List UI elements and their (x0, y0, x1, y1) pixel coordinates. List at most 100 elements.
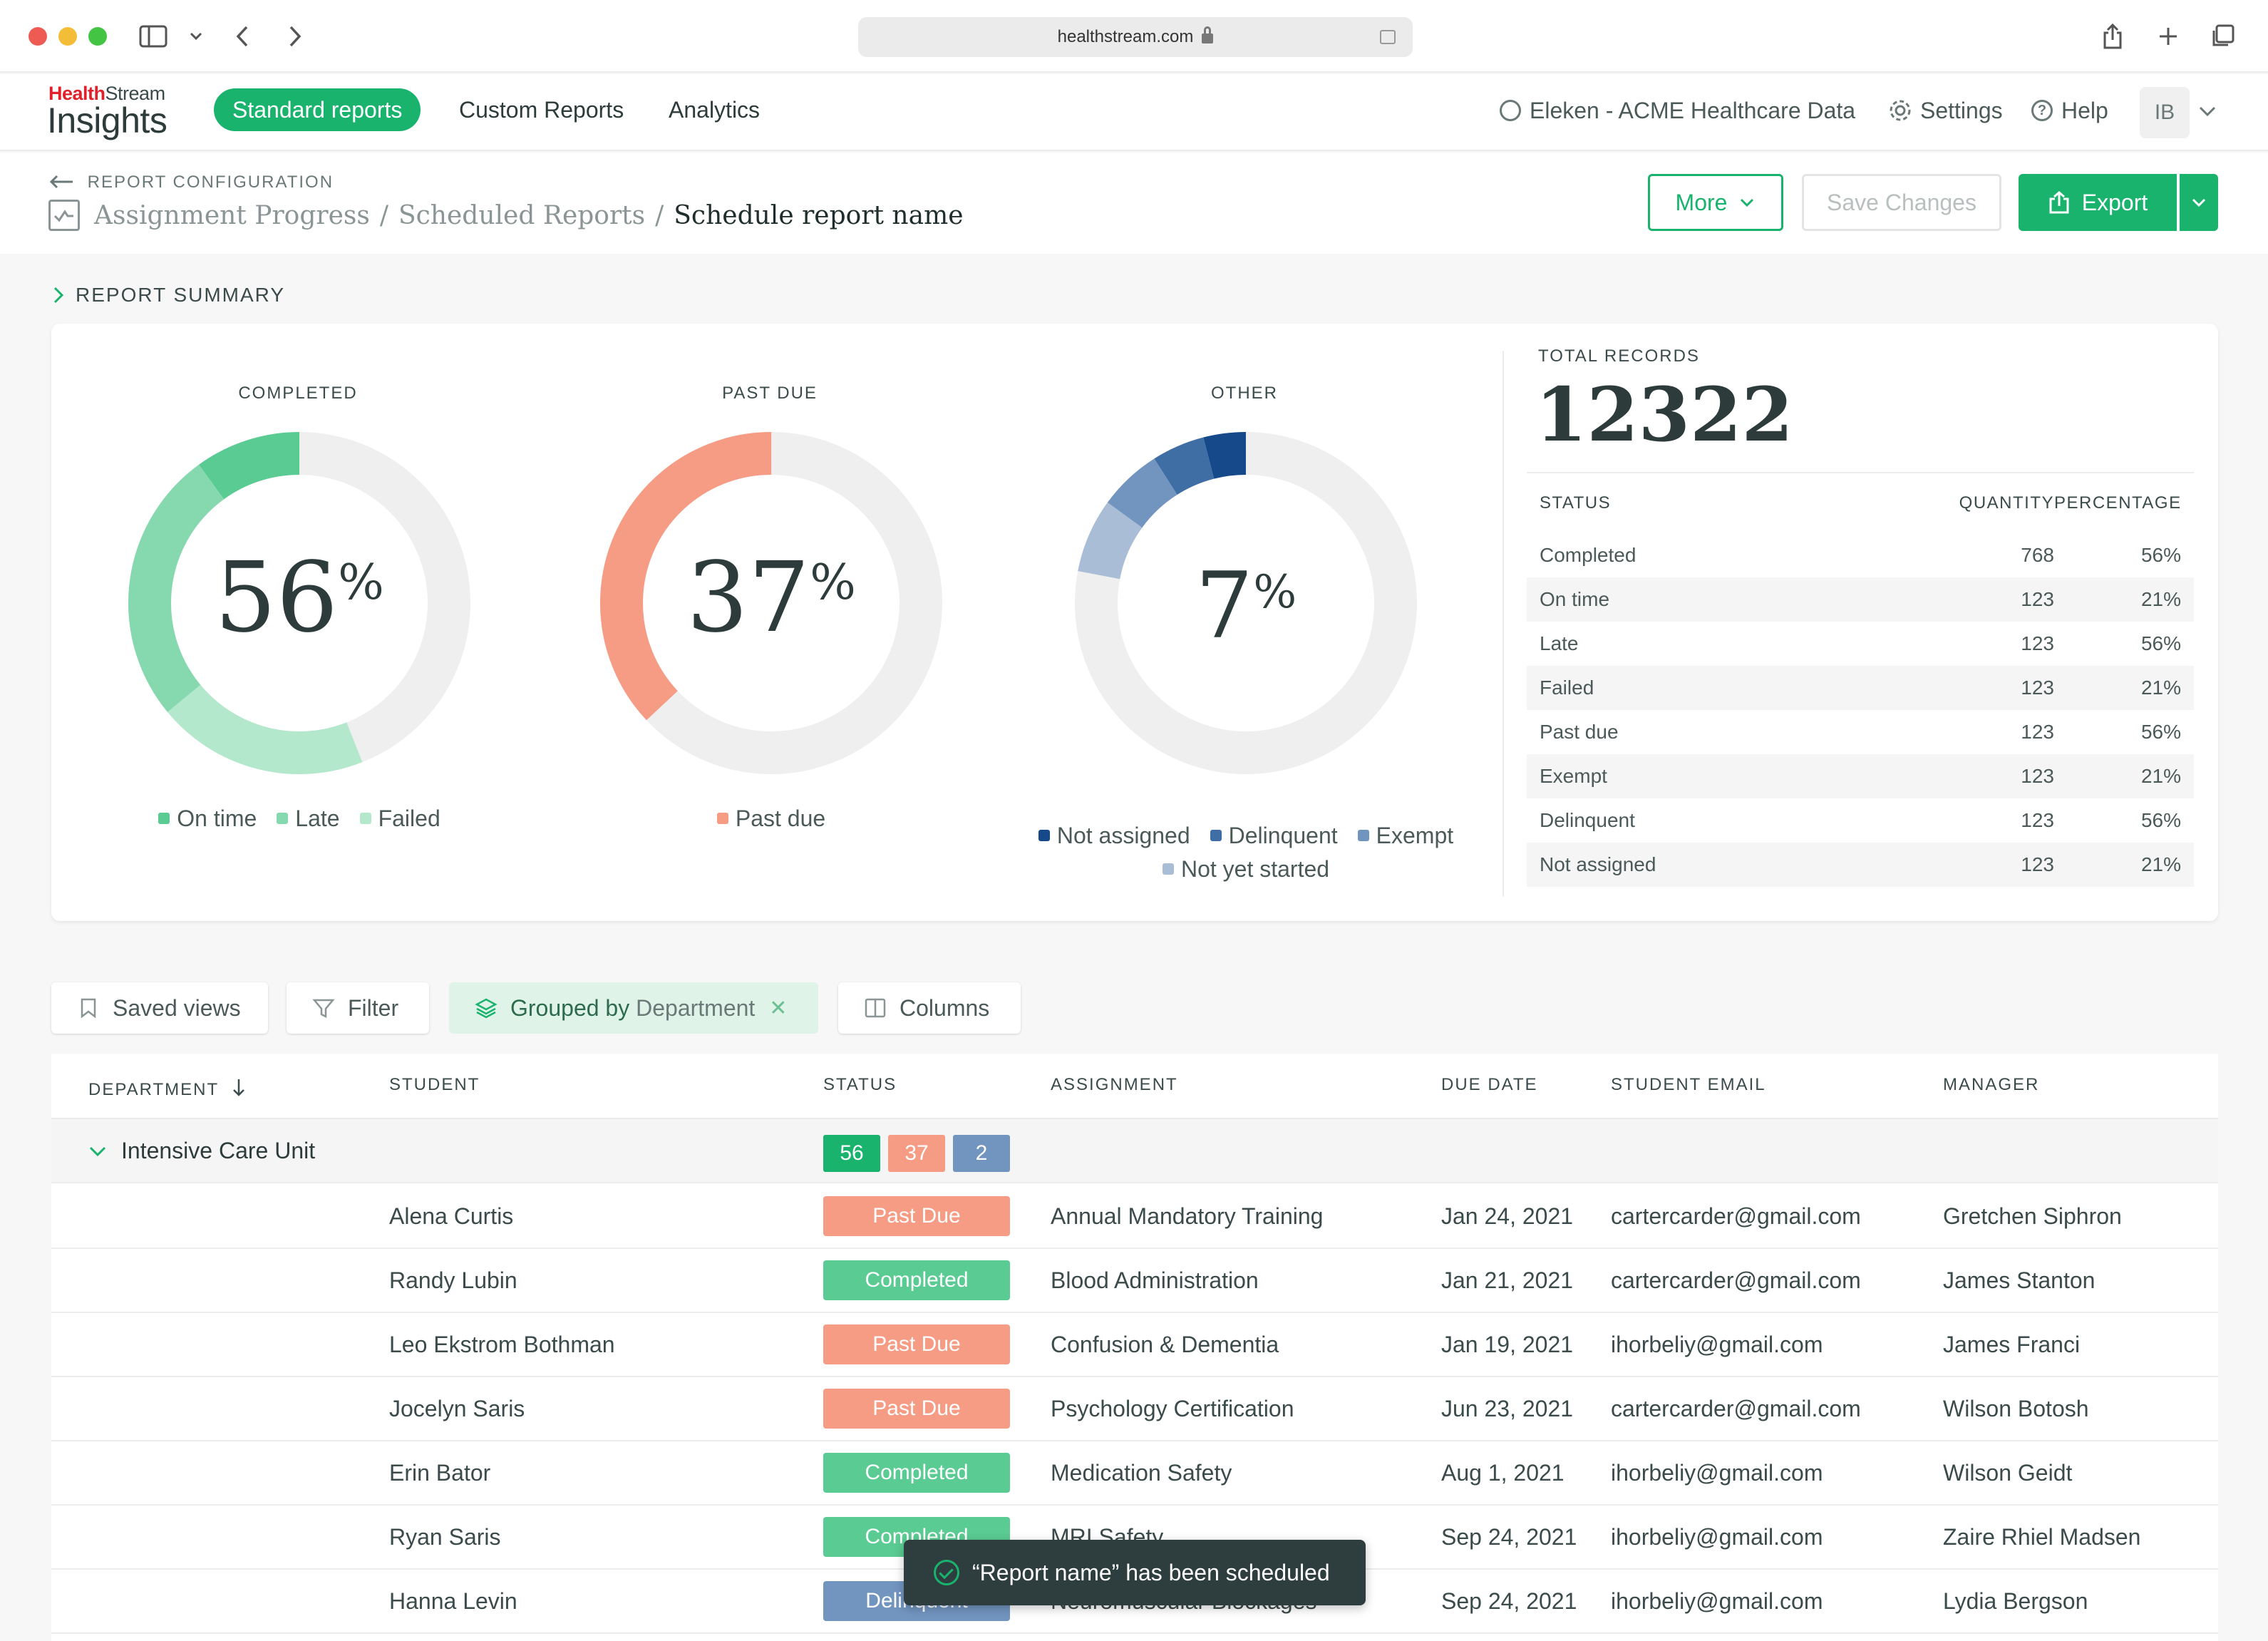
lock-icon (1202, 26, 1214, 43)
donut-value: 7 (1195, 553, 1254, 659)
legend-label: Not yet started (1180, 856, 1330, 882)
student-email-cell[interactable]: cartercarder@gmail.com (1611, 1203, 1861, 1229)
legend-item: Not assigned (1038, 823, 1190, 849)
minimize-window-button[interactable] (58, 27, 77, 46)
new-tab-icon[interactable] (2154, 19, 2182, 54)
settings-link[interactable]: Settings (1887, 93, 2003, 128)
donut-past-due (593, 425, 949, 781)
chevron-down-icon (1741, 198, 1754, 207)
status-cell: Exempt (1540, 765, 1607, 787)
save-changes-button[interactable]: Save Changes (1802, 174, 2001, 231)
quantity-cell: 123 (2021, 765, 2054, 787)
table-row[interactable]: Jocelyn Saris Psychology Certification Jun… (51, 1377, 2218, 1441)
student-email-cell[interactable]: ihorbeliy@gmail.com (1611, 1524, 1823, 1550)
forward-arrow-icon[interactable] (282, 19, 308, 54)
grouped-by-chip[interactable]: Grouped by Department ✕ (449, 982, 818, 1034)
student-email-cell[interactable]: cartercarder@gmail.com (1611, 1396, 1861, 1421)
group-badge-completed: 56 (823, 1135, 880, 1172)
chevron-down-icon[interactable] (2197, 100, 2222, 125)
more-button[interactable]: More (1648, 174, 1783, 231)
report-icon (48, 200, 80, 231)
total-records-label: TOTAL RECORDS (1538, 346, 1700, 366)
donut-title-past-due: PAST DUE (722, 384, 818, 403)
donut-segment[interactable] (593, 425, 949, 781)
legend-label: On time (177, 806, 257, 831)
more-label: More (1675, 189, 1728, 215)
tab-custom-reports[interactable]: Custom Reports (459, 97, 624, 123)
table-row: Exempt 123 21% (1527, 754, 2194, 798)
columns-button[interactable]: Columns (838, 982, 1021, 1034)
group-row[interactable]: Intensive Care Unit 56 37 2 (51, 1119, 2218, 1183)
export-button[interactable]: Export (2019, 174, 2177, 231)
chevron-down-icon[interactable] (185, 19, 207, 54)
donut-segment[interactable] (121, 425, 478, 781)
donut-unit: % (810, 555, 856, 611)
student-email-cell[interactable]: ihorbeliy@gmail.com (1611, 1588, 1823, 1614)
back-arrow-icon[interactable] (230, 19, 255, 54)
breadcrumb-assignment-progress[interactable]: Assignment Progress (94, 200, 370, 230)
column-header-due-date[interactable]: DUE DATE (1441, 1075, 1538, 1094)
status-badge: Completed (823, 1453, 1010, 1493)
student-email-cell[interactable]: cartercarder@gmail.com (1611, 1267, 1861, 1293)
group-header[interactable]: Intensive Care Unit (87, 1138, 315, 1164)
table-row[interactable]: Alena Curtis Annual Mandatory Training Jan… (51, 1185, 2218, 1249)
status-badge: Past Due (823, 1324, 1010, 1364)
student-email-cell[interactable]: ihorbeliy@gmail.com (1611, 1332, 1823, 1357)
upload-icon (2049, 191, 2069, 214)
report-summary-toggle[interactable]: REPORT SUMMARY (51, 284, 285, 307)
legend-swatch (716, 813, 728, 824)
summary-divider (1502, 351, 1504, 897)
arrow-left-icon (49, 175, 73, 189)
legend-completed: On time Late Failed (100, 806, 499, 832)
sidebar-toggle-icon[interactable] (137, 19, 170, 54)
help-link[interactable]: ? Help (2031, 93, 2108, 128)
columns-icon (865, 998, 886, 1018)
legend-item: Failed (359, 806, 440, 832)
group-badge-past-due: 37 (888, 1135, 945, 1172)
back-link[interactable]: REPORT CONFIGURATION (48, 173, 334, 192)
student-cell: Randy Lubin (389, 1267, 517, 1293)
org-selector[interactable]: Eleken - ACME Healthcare Data (1500, 93, 1855, 128)
table-row: Not assigned 123 21% (1527, 843, 2194, 887)
legend-item: Exempt (1357, 823, 1453, 849)
column-header-quantity: QUANTITY (1959, 493, 2054, 513)
donut-segment[interactable] (1071, 428, 1421, 778)
student-email-cell[interactable]: ihorbeliy@gmail.com (1611, 1460, 1823, 1486)
column-header-status[interactable]: STATUS (823, 1075, 897, 1094)
url-text: healthstream.com (1057, 27, 1194, 46)
zoom-window-button[interactable] (88, 27, 107, 46)
saved-views-button[interactable]: Saved views (51, 982, 268, 1034)
logo[interactable]: HealthStream (48, 83, 165, 105)
logo-brand: Health (48, 83, 105, 104)
table-row[interactable]: Randy Lubin Blood Administration Jan 21, 2… (51, 1249, 2218, 1313)
donut-value: 37 (686, 542, 810, 654)
avatar[interactable]: IB (2140, 87, 2190, 138)
legend-swatch (1210, 830, 1222, 841)
status-cell: Failed (1540, 677, 1594, 699)
breadcrumb-scheduled-reports[interactable]: Scheduled Reports (398, 200, 646, 230)
tab-standard-reports[interactable]: Standard reports (214, 88, 421, 131)
close-window-button[interactable] (29, 27, 47, 46)
table-row[interactable]: Erin Bator Medication Safety Aug 1, 2021 ih… (51, 1441, 2218, 1506)
column-header-manager[interactable]: MANAGER (1943, 1075, 2040, 1094)
manager-cell: James Franci (1943, 1332, 2081, 1357)
column-header-assignment[interactable]: ASSIGNMENT (1051, 1075, 1178, 1094)
quantity-cell: 123 (2021, 632, 2054, 654)
table-row: On time 123 21% (1527, 577, 2194, 622)
column-header-department[interactable]: DEPARTMENT (88, 1075, 246, 1100)
export-options-button[interactable] (2180, 174, 2218, 231)
column-header-student[interactable]: STUDENT (389, 1075, 480, 1094)
filter-button[interactable]: Filter (287, 982, 429, 1034)
close-icon[interactable]: ✕ (769, 996, 788, 1020)
donut-segment[interactable] (1068, 425, 1424, 781)
settings-label: Settings (1920, 97, 2003, 123)
table-row[interactable]: Leo Ekstrom Bothman Confusion & Dementia J… (51, 1313, 2218, 1377)
share-icon[interactable] (2098, 19, 2127, 54)
legend-item: On time (158, 806, 257, 832)
tab-overview-icon[interactable] (2208, 19, 2237, 54)
filter-label: Filter (348, 994, 399, 1021)
column-header-student-email[interactable]: STUDENT EMAIL (1611, 1075, 1766, 1094)
tab-analytics[interactable]: Analytics (669, 97, 761, 123)
reader-icon[interactable] (1380, 30, 1396, 44)
address-bar[interactable]: healthstream.com (858, 17, 1413, 57)
